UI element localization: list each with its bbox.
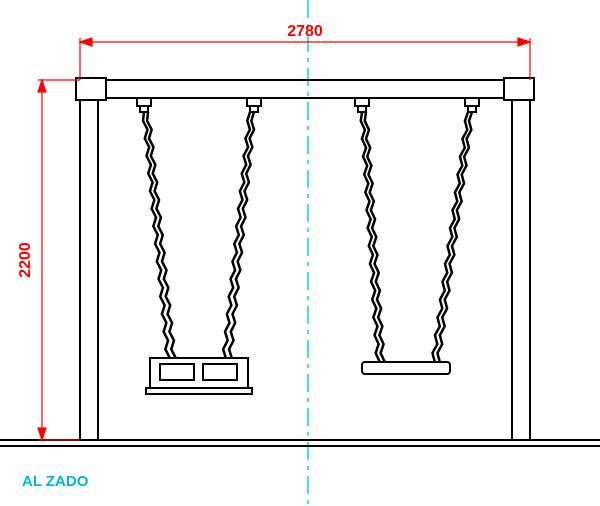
swing-flat [355, 98, 479, 374]
dimension-width-value: 2780 [287, 23, 323, 40]
dimension-height-value: 2200 [17, 242, 34, 278]
swing-bucket [137, 98, 261, 394]
drawing-title: AL ZADO [22, 473, 89, 490]
dimension-width: 2780 [80, 23, 530, 80]
dimension-height: 2200 [17, 80, 80, 440]
